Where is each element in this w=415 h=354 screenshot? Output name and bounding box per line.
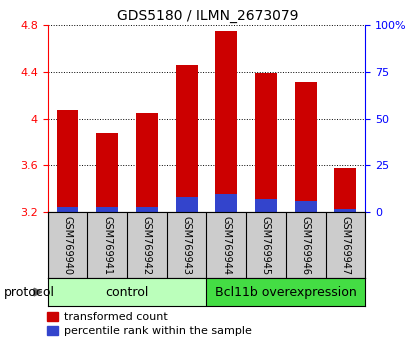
Bar	[255, 199, 277, 212]
Bar	[48, 278, 207, 306]
Bar	[255, 73, 277, 212]
Legend: transformed count, percentile rank within the sample: transformed count, percentile rank withi…	[47, 312, 251, 336]
Bar	[57, 110, 78, 212]
Bar	[176, 198, 198, 212]
Bar	[334, 168, 356, 212]
Text: GSM769945: GSM769945	[261, 216, 271, 275]
Bar	[136, 207, 158, 212]
Text: control: control	[105, 286, 149, 298]
Bar	[215, 31, 237, 212]
Bar	[207, 278, 365, 306]
Text: GDS5180 / ILMN_2673079: GDS5180 / ILMN_2673079	[117, 9, 298, 23]
Text: GSM769941: GSM769941	[102, 216, 112, 275]
Text: GSM769947: GSM769947	[340, 216, 350, 275]
Bar	[96, 207, 118, 212]
Bar	[57, 207, 78, 212]
Bar	[295, 201, 317, 212]
Text: GSM769942: GSM769942	[142, 216, 152, 275]
Text: Bcl11b overexpression: Bcl11b overexpression	[215, 286, 357, 298]
Text: GSM769940: GSM769940	[63, 216, 73, 275]
Text: protocol: protocol	[4, 286, 55, 298]
Bar	[215, 194, 237, 212]
Bar	[176, 65, 198, 212]
Text: GSM769944: GSM769944	[221, 216, 231, 275]
Bar	[136, 113, 158, 212]
Text: GSM769943: GSM769943	[182, 216, 192, 275]
Bar	[334, 209, 356, 212]
Bar	[96, 133, 118, 212]
Bar	[295, 82, 317, 212]
Text: GSM769946: GSM769946	[301, 216, 311, 275]
